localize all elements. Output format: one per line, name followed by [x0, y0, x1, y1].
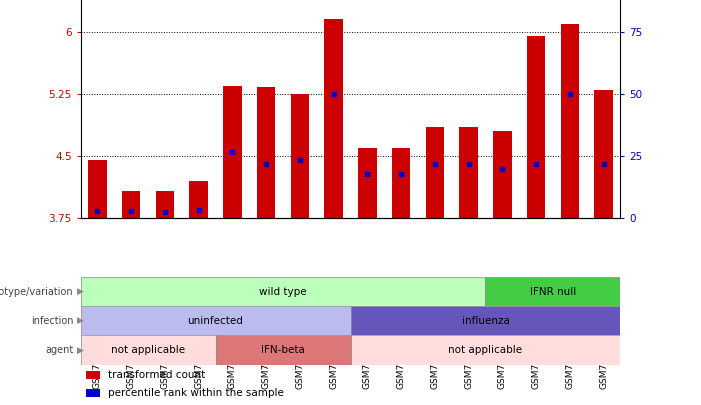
- Bar: [86, 371, 100, 379]
- Bar: [358, 148, 376, 218]
- Text: transformed count: transformed count: [108, 370, 205, 380]
- Text: agent: agent: [46, 345, 74, 355]
- Text: infection: infection: [31, 316, 74, 326]
- Bar: [189, 181, 208, 218]
- Bar: [291, 94, 309, 218]
- Text: IFN-beta: IFN-beta: [261, 345, 305, 355]
- Bar: [526, 36, 545, 218]
- Text: ▶: ▶: [77, 316, 84, 325]
- Bar: [325, 19, 343, 218]
- Bar: [156, 191, 175, 218]
- Bar: [350, 306, 620, 335]
- Text: genotype/variation: genotype/variation: [0, 287, 74, 296]
- Text: wild type: wild type: [259, 287, 307, 296]
- Bar: [350, 335, 620, 364]
- Text: uninfected: uninfected: [188, 316, 243, 326]
- Bar: [561, 23, 579, 218]
- Bar: [459, 127, 478, 218]
- Text: ▶: ▶: [77, 345, 84, 354]
- Bar: [122, 191, 140, 218]
- Text: ▶: ▶: [77, 287, 84, 296]
- Bar: [485, 277, 620, 306]
- Text: percentile rank within the sample: percentile rank within the sample: [108, 388, 283, 398]
- Bar: [257, 87, 275, 218]
- Bar: [81, 306, 350, 335]
- Bar: [88, 160, 107, 218]
- Bar: [426, 127, 444, 218]
- Text: not applicable: not applicable: [449, 345, 522, 355]
- Bar: [216, 335, 350, 364]
- Bar: [594, 90, 613, 218]
- Bar: [81, 277, 485, 306]
- Bar: [86, 389, 100, 397]
- Bar: [392, 148, 410, 218]
- Text: IFNR null: IFNR null: [530, 287, 576, 296]
- Text: not applicable: not applicable: [111, 345, 185, 355]
- Bar: [81, 335, 216, 364]
- Bar: [223, 86, 242, 218]
- Text: influenza: influenza: [461, 316, 510, 326]
- Bar: [493, 131, 512, 218]
